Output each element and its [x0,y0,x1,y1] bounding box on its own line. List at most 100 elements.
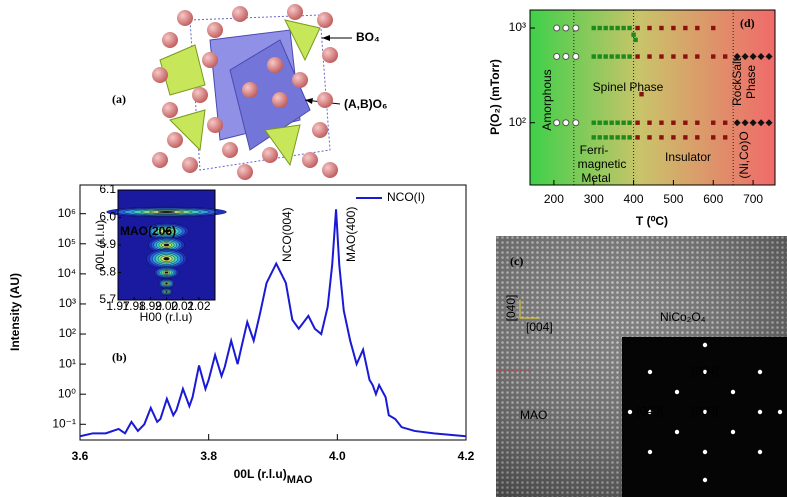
point [695,135,700,140]
x-axis-label: 00L (r.l.u)MAO [234,467,313,486]
contour-map [106,190,227,300]
point [639,92,644,97]
y-tick-label: 6.0 [99,210,116,224]
y-tick-label: 10² [509,115,526,129]
diffraction-spot [702,409,708,415]
point [609,54,614,59]
panel-label: (b) [112,350,127,364]
plot-frame [79,184,467,441]
atom [272,92,288,108]
atom [322,47,338,63]
point [765,53,773,61]
point [615,135,620,140]
region-label: MAO [520,408,547,422]
point [647,135,652,140]
contour-level [164,271,169,274]
x-tick-label: 2.02 [187,299,211,313]
x-tick-label: 500 [663,192,683,206]
point [572,119,580,127]
atom [262,147,278,163]
point [659,25,664,31]
diffraction-inset [622,337,787,497]
region-label: magnetic [578,157,627,171]
spot-label: [040] [637,404,664,418]
atom [207,22,223,38]
region-label: RockSalt [730,57,744,106]
y-tick-label: 6.1 [99,182,116,196]
point [627,54,632,59]
point [572,24,580,32]
point [647,120,652,125]
x-tick-label: 1.99 [139,299,163,313]
diffraction-spot [702,449,708,455]
y-tick-label: 5.8 [99,265,116,279]
atom [202,52,218,68]
point [631,32,636,37]
x-tick-label: 700 [743,192,763,206]
atom [237,164,253,180]
point [572,53,580,61]
atom [242,82,258,98]
point [671,54,676,59]
x-tick-label: 1.97 [106,299,130,313]
atom [162,102,178,118]
point [553,119,561,127]
point [627,120,632,125]
phase-background [530,10,775,185]
point [711,54,716,59]
point [597,25,602,31]
point [635,120,640,125]
point [757,53,765,61]
point [683,25,688,31]
y-tick-label: 10¹ [59,356,76,370]
diffraction-spot [730,429,736,435]
atom [317,12,333,28]
x-axis-label-main: 00L (r.l.u) [234,467,287,481]
atom [207,117,223,133]
x-tick-label: 600 [703,192,723,206]
point [711,25,716,31]
diffraction-spot [777,409,783,415]
atom [322,162,338,178]
x-axis-label-sub: MAO [287,474,313,486]
crystal-structure [152,4,352,180]
point [659,120,664,125]
atom [177,10,193,26]
region-label: Spinel Phase [593,80,664,94]
atom [167,132,183,148]
y-tick-label: 10⁻¹ [52,416,76,430]
contour-level [165,290,168,293]
point [733,119,741,127]
point [723,54,728,59]
point [597,54,602,59]
contour-level [163,243,170,247]
point [615,54,620,59]
point [659,135,664,140]
point [615,120,620,125]
point [597,135,602,140]
point [749,53,757,61]
point [671,25,676,31]
diffraction-spot [702,477,708,483]
point [609,120,614,125]
point [553,53,561,61]
y-tick-label: 10⁰ [58,386,76,400]
direction-bracket [519,300,540,319]
y-axis-label: Intensity (AU) [8,273,22,351]
plot-frame [529,9,776,186]
point [591,135,596,140]
point [635,54,640,59]
y-axis-label: P(O₂) (mTorr) [488,59,502,135]
point [591,120,596,125]
x-tick-label: 400 [624,192,644,206]
diffraction-spot [757,369,763,375]
point [695,120,700,125]
y-tick-label: 10³ [509,20,526,34]
point [723,135,728,140]
point [723,120,728,125]
point [615,25,620,31]
peak-annotation: MAO(400) [344,207,358,262]
point [683,54,688,59]
atom [222,142,238,158]
